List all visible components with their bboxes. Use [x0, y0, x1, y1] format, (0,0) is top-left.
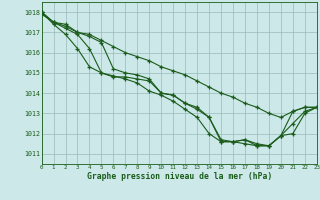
X-axis label: Graphe pression niveau de la mer (hPa): Graphe pression niveau de la mer (hPa)	[87, 172, 272, 181]
